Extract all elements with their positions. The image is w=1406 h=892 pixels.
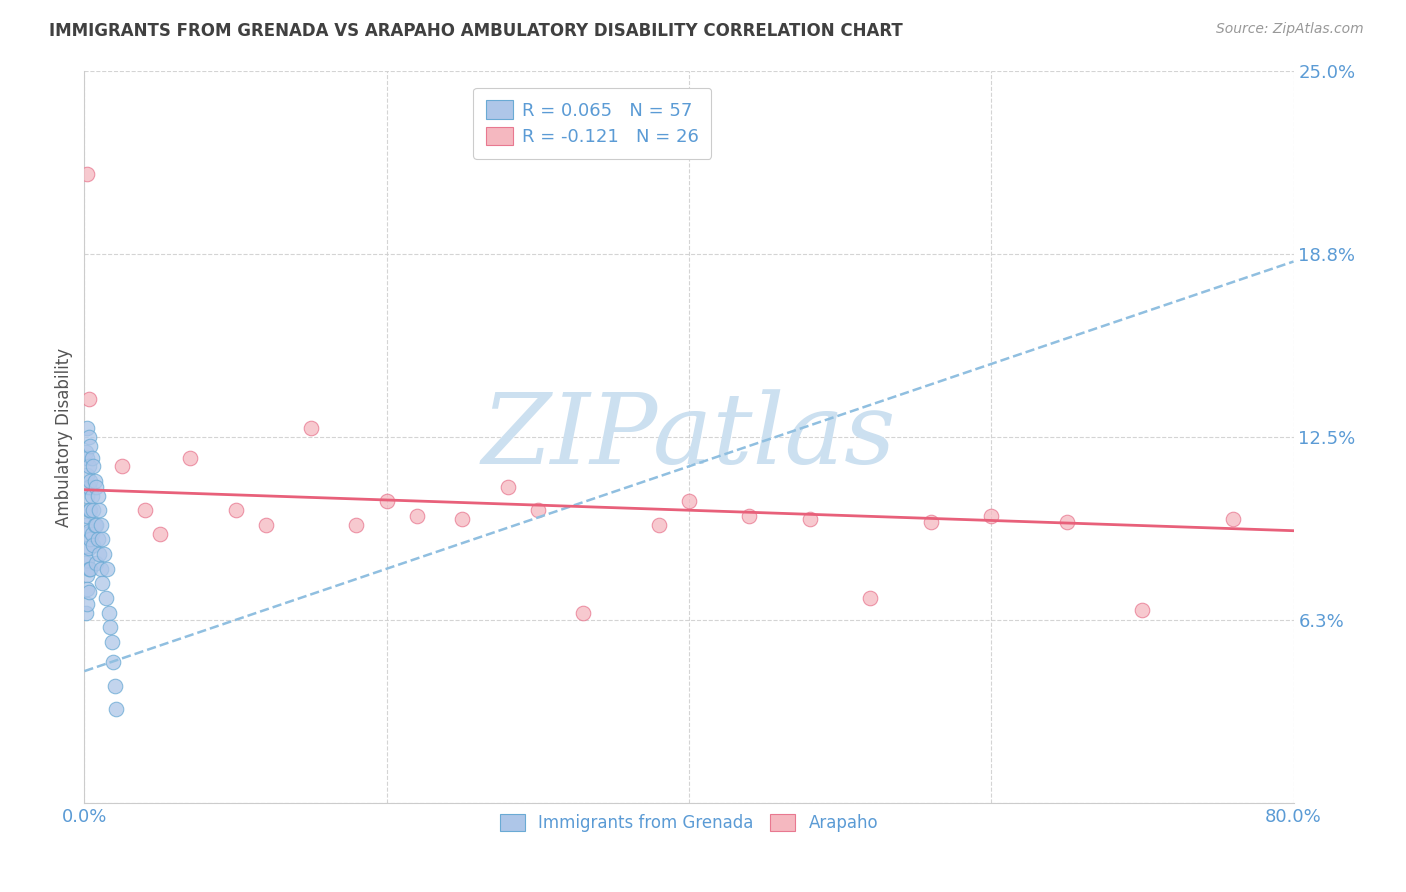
- Point: [80, 489, 103, 503]
- Legend: Immigrants from Grenada, Arapaho: Immigrants from Grenada, Arapaho: [494, 807, 884, 838]
- Point: [1130, 603, 1153, 617]
- Point: [90, 517, 112, 532]
- Point: [76, 421, 98, 435]
- Point: [100, 635, 122, 649]
- Point: [1222, 512, 1244, 526]
- Point: [77, 541, 100, 556]
- Point: [80, 450, 103, 465]
- Point: [299, 421, 322, 435]
- Point: [96, 562, 118, 576]
- Point: [77, 585, 100, 599]
- Point: [91, 576, 114, 591]
- Point: [97, 606, 120, 620]
- Point: [86, 517, 108, 532]
- Point: [82, 538, 104, 552]
- Point: [93, 547, 115, 561]
- Point: [859, 591, 882, 605]
- Point: [82, 503, 104, 517]
- Point: [76, 468, 98, 483]
- Point: [225, 503, 247, 517]
- Point: [90, 562, 112, 576]
- Point: [86, 480, 108, 494]
- Point: [75, 556, 97, 570]
- Point: [98, 620, 121, 634]
- Y-axis label: Ambulatory Disability: Ambulatory Disability: [55, 348, 73, 526]
- Point: [111, 459, 134, 474]
- Point: [89, 547, 111, 561]
- Point: [86, 556, 108, 570]
- Point: [101, 656, 124, 670]
- Point: [87, 533, 110, 547]
- Point: [75, 480, 97, 494]
- Point: [572, 606, 595, 620]
- Point: [79, 562, 101, 576]
- Point: [920, 515, 942, 529]
- Text: IMMIGRANTS FROM GRENADA VS ARAPAHO AMBULATORY DISABILITY CORRELATION CHART: IMMIGRANTS FROM GRENADA VS ARAPAHO AMBUL…: [49, 22, 903, 40]
- Point: [179, 450, 201, 465]
- Point: [77, 480, 100, 494]
- Point: [76, 450, 98, 465]
- Point: [104, 679, 127, 693]
- Point: [149, 526, 172, 541]
- Text: Source: ZipAtlas.com: Source: ZipAtlas.com: [1216, 22, 1364, 37]
- Point: [105, 702, 128, 716]
- Point: [496, 480, 519, 494]
- Point: [87, 489, 110, 503]
- Point: [76, 553, 98, 567]
- Point: [451, 512, 474, 526]
- Point: [75, 517, 97, 532]
- Point: [79, 503, 101, 517]
- Point: [75, 444, 97, 458]
- Point: [89, 503, 111, 517]
- Point: [77, 524, 100, 538]
- Point: [84, 517, 107, 532]
- Point: [76, 509, 98, 524]
- Point: [79, 439, 101, 453]
- Point: [77, 392, 100, 406]
- Text: ZIPatlas: ZIPatlas: [482, 390, 896, 484]
- Point: [76, 489, 98, 503]
- Point: [254, 517, 277, 532]
- Point: [91, 533, 114, 547]
- Point: [738, 509, 761, 524]
- Point: [75, 606, 97, 620]
- Point: [346, 517, 368, 532]
- Point: [84, 474, 107, 488]
- Point: [76, 167, 98, 181]
- Point: [678, 494, 700, 508]
- Point: [648, 517, 671, 532]
- Point: [77, 430, 100, 444]
- Point: [77, 503, 100, 517]
- Point: [799, 512, 821, 526]
- Point: [527, 503, 550, 517]
- Point: [79, 533, 101, 547]
- Point: [134, 503, 156, 517]
- Point: [77, 562, 100, 576]
- Point: [1056, 515, 1078, 529]
- Point: [76, 541, 98, 556]
- Point: [375, 494, 398, 508]
- Point: [82, 459, 104, 474]
- Point: [80, 526, 103, 541]
- Point: [76, 567, 98, 582]
- Point: [980, 509, 1002, 524]
- Point: [79, 474, 101, 488]
- Point: [76, 526, 98, 541]
- Point: [77, 459, 100, 474]
- Point: [94, 591, 117, 605]
- Point: [76, 582, 98, 597]
- Point: [76, 597, 98, 611]
- Point: [406, 509, 429, 524]
